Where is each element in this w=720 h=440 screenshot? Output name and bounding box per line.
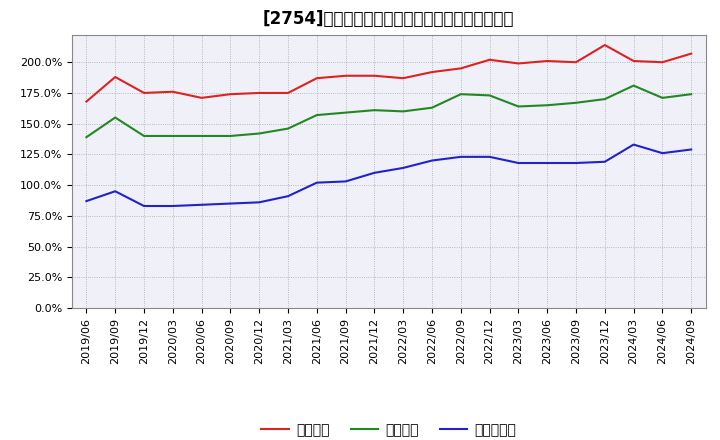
- 当座比率: [514, 104, 523, 109]
- 当座比率: [600, 96, 609, 102]
- 現預金比率: [341, 179, 350, 184]
- 流動比率: [428, 70, 436, 75]
- 流動比率: [687, 51, 696, 56]
- 流動比率: [399, 76, 408, 81]
- 現預金比率: [255, 200, 264, 205]
- 当座比率: [255, 131, 264, 136]
- 当座比率: [82, 135, 91, 140]
- 流動比率: [370, 73, 379, 78]
- 当座比率: [687, 92, 696, 97]
- Title: [2754]　流動比率、当座比率、現預金比率の推移: [2754] 流動比率、当座比率、現預金比率の推移: [263, 10, 515, 28]
- 当座比率: [341, 110, 350, 115]
- 現預金比率: [82, 198, 91, 204]
- 現預金比率: [485, 154, 494, 159]
- 当座比率: [658, 95, 667, 100]
- 当座比率: [543, 103, 552, 108]
- 流動比率: [600, 42, 609, 48]
- Line: 当座比率: 当座比率: [86, 86, 691, 137]
- 現預金比率: [514, 160, 523, 165]
- 当座比率: [456, 92, 465, 97]
- 当座比率: [399, 109, 408, 114]
- 流動比率: [514, 61, 523, 66]
- 流動比率: [197, 95, 206, 100]
- 当座比率: [168, 133, 177, 139]
- Legend: 流動比率, 当座比率, 現預金比率: 流動比率, 当座比率, 現預金比率: [256, 418, 522, 440]
- 流動比率: [456, 66, 465, 71]
- 流動比率: [629, 59, 638, 64]
- 現預金比率: [456, 154, 465, 159]
- 当座比率: [428, 105, 436, 110]
- 現預金比率: [629, 142, 638, 147]
- 流動比率: [82, 99, 91, 104]
- 流動比率: [658, 59, 667, 65]
- 現預金比率: [111, 189, 120, 194]
- 当座比率: [140, 133, 148, 139]
- 現預金比率: [543, 160, 552, 165]
- 現預金比率: [658, 150, 667, 156]
- 現預金比率: [312, 180, 321, 185]
- 当座比率: [485, 93, 494, 98]
- 流動比率: [168, 89, 177, 94]
- 現預金比率: [572, 160, 580, 165]
- 当座比率: [226, 133, 235, 139]
- 現預金比率: [226, 201, 235, 206]
- 現預金比率: [197, 202, 206, 207]
- 当座比率: [197, 133, 206, 139]
- 流動比率: [543, 59, 552, 64]
- 流動比率: [485, 57, 494, 62]
- 流動比率: [111, 74, 120, 80]
- 現預金比率: [687, 147, 696, 152]
- 流動比率: [312, 76, 321, 81]
- 流動比率: [284, 90, 292, 95]
- 当座比率: [629, 83, 638, 88]
- 現預金比率: [428, 158, 436, 163]
- Line: 流動比率: 流動比率: [86, 45, 691, 102]
- 当座比率: [312, 113, 321, 118]
- 流動比率: [572, 59, 580, 65]
- 当座比率: [572, 100, 580, 106]
- 流動比率: [140, 90, 148, 95]
- 当座比率: [284, 126, 292, 131]
- 現預金比率: [284, 194, 292, 199]
- 現預金比率: [370, 170, 379, 176]
- 流動比率: [226, 92, 235, 97]
- Line: 現預金比率: 現預金比率: [86, 145, 691, 206]
- 当座比率: [111, 115, 120, 120]
- 現預金比率: [399, 165, 408, 171]
- 現預金比率: [140, 203, 148, 209]
- 現預金比率: [600, 159, 609, 165]
- 流動比率: [255, 90, 264, 95]
- 現預金比率: [168, 203, 177, 209]
- 流動比率: [341, 73, 350, 78]
- 当座比率: [370, 107, 379, 113]
